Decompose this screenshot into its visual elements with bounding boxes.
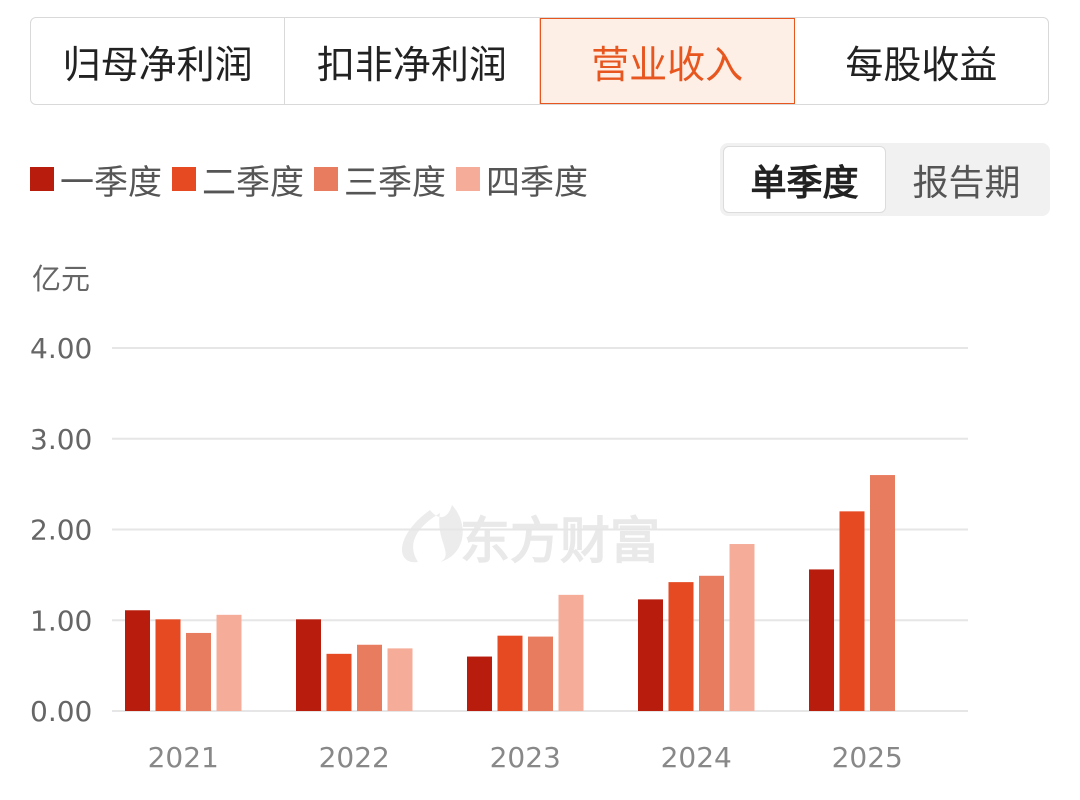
x-tick-label: 2024 xyxy=(661,741,732,774)
metric-tabs: 归母净利润 扣非净利润 营业收入 每股收益 xyxy=(30,17,1049,105)
legend-item-q1[interactable]: 一季度 xyxy=(30,155,162,204)
bar-2024-q4[interactable] xyxy=(729,544,755,711)
bar-2022-q4[interactable] xyxy=(387,648,413,711)
watermark-logo: 东方财富 xyxy=(402,505,660,570)
legend-label-q2: 二季度 xyxy=(202,162,304,203)
x-tick-label: 2023 xyxy=(490,741,561,774)
bar-2023-q1[interactable] xyxy=(467,656,492,711)
x-tick-label: 2022 xyxy=(319,741,390,774)
period-toggle: 单季度 报告期 xyxy=(720,143,1050,216)
x-tick-label: 2021 xyxy=(148,741,219,774)
toggle-report-period[interactable]: 报告期 xyxy=(912,162,1021,204)
bar-2025-q1[interactable] xyxy=(809,569,834,711)
legend-swatch-q2 xyxy=(172,167,196,191)
revenue-bar-chart: 东方财富 0.00 1.00 2.00 3.00 4.00 2021 2022 2023 20… xyxy=(30,332,968,774)
legend-label-q4: 四季度 xyxy=(486,162,588,203)
bar-2021-q4[interactable] xyxy=(216,614,242,711)
bar-2024-q3[interactable] xyxy=(699,575,724,711)
bar-2023-q2[interactable] xyxy=(497,635,523,711)
legend-label-q3: 三季度 xyxy=(344,162,446,203)
chart-legend: 一季度 二季度 三季度 四季度 xyxy=(30,155,598,203)
watermark-flame-icon xyxy=(402,505,463,563)
legend-item-q4[interactable]: 四季度 xyxy=(456,155,588,204)
bar-2022-q2[interactable] xyxy=(326,653,352,711)
y-axis-unit-label: 亿元 xyxy=(32,262,91,296)
watermark-text: 东方财富 xyxy=(460,512,660,570)
x-tick-label: 2025 xyxy=(832,741,903,774)
bar-2021-q1[interactable] xyxy=(125,610,150,711)
y-tick-label: 3.00 xyxy=(30,423,92,456)
legend-item-q2[interactable]: 二季度 xyxy=(172,155,304,204)
bar-2025-q2[interactable] xyxy=(839,511,865,711)
tab-deducted-net-profit[interactable]: 扣非净利润 xyxy=(285,18,540,104)
bar-2024-q2[interactable] xyxy=(668,582,694,711)
legend-swatch-q4 xyxy=(456,167,480,191)
y-tick-label: 2.00 xyxy=(30,514,92,547)
legend-swatch-q1 xyxy=(30,167,54,191)
toggle-single-quarter[interactable]: 单季度 xyxy=(723,146,886,213)
y-tick-label: 4.00 xyxy=(30,332,92,365)
bar-2022-q1[interactable] xyxy=(296,619,321,711)
bar-2022-q3[interactable] xyxy=(357,644,382,711)
legend-item-q3[interactable]: 三季度 xyxy=(314,155,446,204)
legend-label-q1: 一季度 xyxy=(60,162,162,203)
tab-eps[interactable]: 每股收益 xyxy=(845,42,998,87)
bar-2023-q3[interactable] xyxy=(528,636,553,711)
tab-net-profit[interactable]: 归母净利润 xyxy=(31,18,286,104)
y-tick-label: 1.00 xyxy=(30,604,92,637)
bar-2021-q2[interactable] xyxy=(155,619,181,711)
bar-2023-q4[interactable] xyxy=(558,594,584,711)
y-tick-label: 0.00 xyxy=(30,695,92,728)
bar-2025-q3[interactable] xyxy=(870,475,895,711)
legend-swatch-q3 xyxy=(314,167,338,191)
bar-2024-q1[interactable] xyxy=(638,599,663,711)
tab-revenue[interactable]: 营业收入 xyxy=(539,18,795,104)
bar-2021-q3[interactable] xyxy=(186,632,211,711)
